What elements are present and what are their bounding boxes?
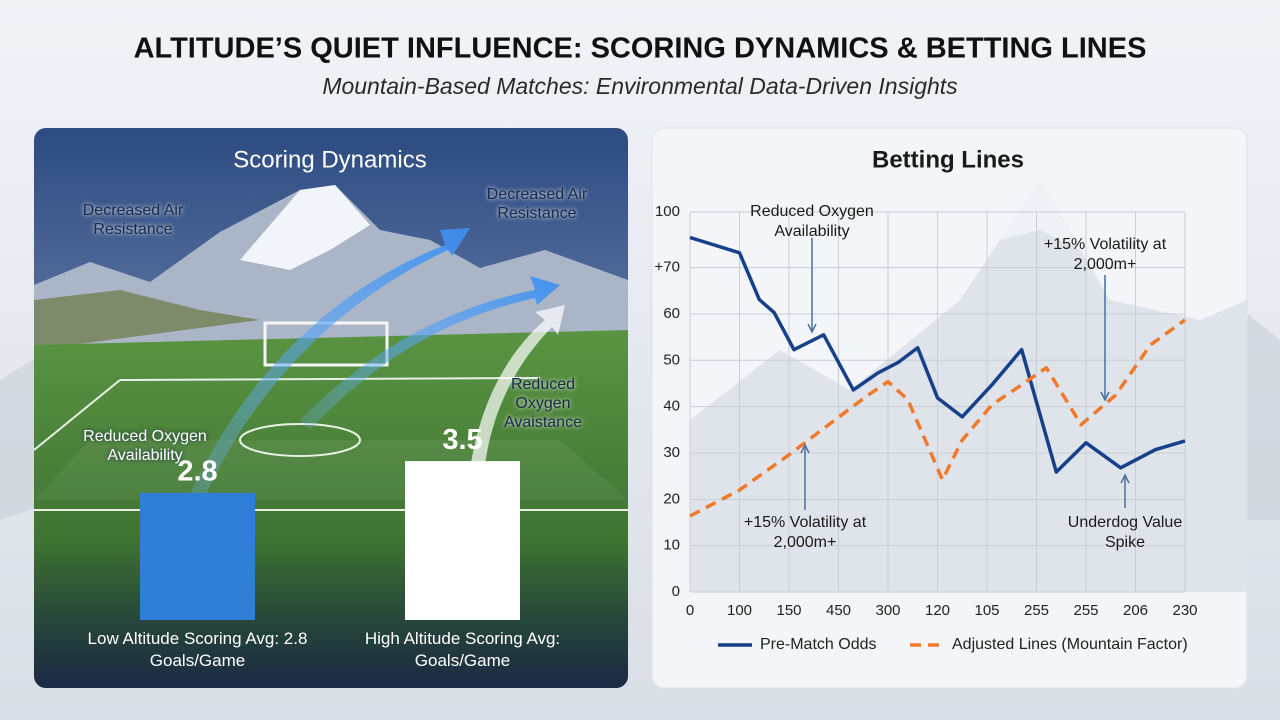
y-tick-label: 50 [663,351,680,368]
bg-mountain [690,180,1247,592]
annotation-arrowhead [1100,391,1110,402]
y-tick-label: 10 [663,537,680,554]
x-tick-label: 120 [925,602,950,619]
bar [405,461,520,620]
legend-label: Pre-Match Odds [760,636,876,653]
arrow [300,276,560,430]
y-tick-label: +70 [655,259,680,276]
annotation: Underdog Value Spike [1067,514,1183,551]
annotation-arrowhead [807,323,817,334]
x-tick-label: 300 [875,602,900,619]
annotation: Reduced Oxygen Availability [750,203,874,240]
bar [140,492,255,620]
arrow [470,305,565,472]
x-tick-label: 255 [1073,602,1098,619]
category-label: Low Altitude Scoring Avg: 2.8 Goals/Game [87,629,308,670]
x-tick-label: 255 [1024,602,1049,619]
annotation-arrowhead [800,443,810,454]
y-tick-label: 30 [663,444,680,461]
y-tick-label: 100 [655,203,680,220]
annotation: Reduced Oxygen Avaistance [504,376,582,431]
x-tick-label: 105 [974,602,999,619]
subtitle: Mountain-Based Matches: Environmental Da… [322,73,958,99]
x-tick-label: 450 [826,602,851,619]
y-tick-label: 60 [663,305,680,322]
x-tick-label: 150 [776,602,801,619]
value-label: 3.5 [442,424,482,456]
chart-title: Scoring Dynamics [233,146,426,173]
title: ALTITUDE’S QUIET INFLUENCE: SCORING DYNA… [134,33,1147,65]
x-tick-label: 230 [1172,602,1197,619]
legend-label: Adjusted Lines (Mountain Factor) [952,636,1188,653]
series-line [689,235,1186,474]
y-tick-label: 40 [663,398,680,415]
x-tick-label: 100 [727,602,752,619]
annotation-arrowhead [1120,473,1130,484]
value-label: 2.8 [177,456,217,488]
y-tick-label: 0 [672,583,680,600]
category-label: High Altitude Scoring Avg: Goals/Game [364,629,561,670]
field-line [119,377,541,381]
shade [34,540,628,688]
field-circle [239,423,361,457]
bg-mountain-snow [1000,180,1080,250]
annotation: Reduced Oxygen Availability [83,428,207,464]
annotation: Decreased Air Resistance [486,186,588,222]
annotation: +15% Volatility at 2,000m+ [743,514,867,551]
annotation: +15% Volatility at 2,000m+ [1043,236,1167,273]
y-tick-label: 20 [663,490,680,507]
field-line [34,379,121,451]
hill [34,290,260,350]
x-tick-label: 0 [686,602,694,619]
chart-title: Betting Lines [872,146,1024,173]
series-line [689,318,1187,518]
x-tick-label: 206 [1123,602,1148,619]
annotation: Decreased Air Resistance [82,202,184,238]
mountain-snow [240,185,370,270]
